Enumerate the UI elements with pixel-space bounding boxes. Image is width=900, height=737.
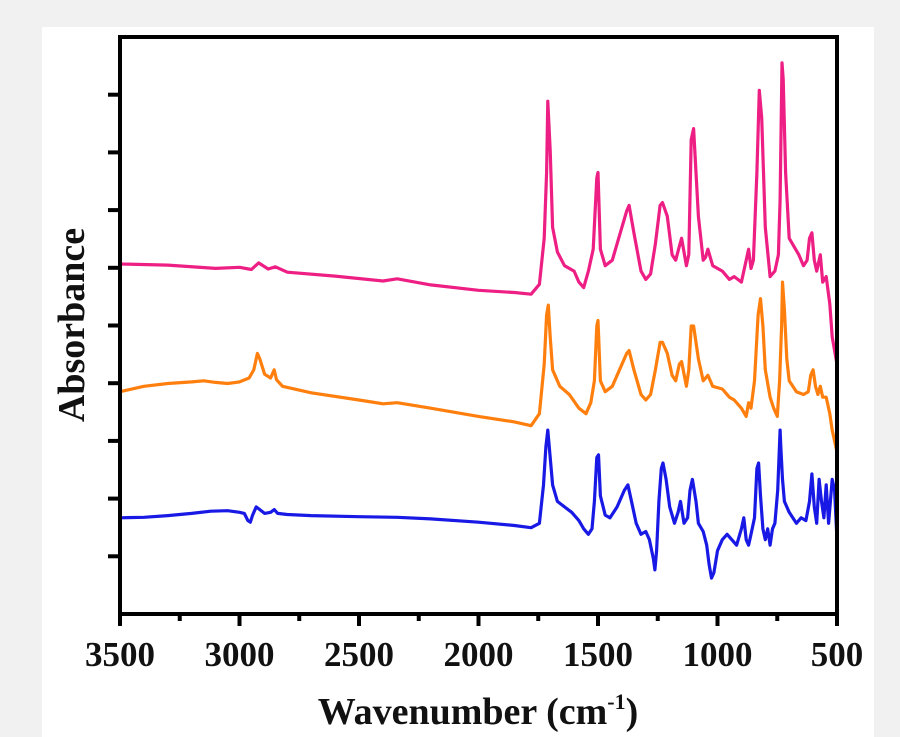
series-layer [119, 61, 839, 580]
y-axis-title: Absorbance [51, 228, 93, 422]
x-tick-label: 2000 [444, 635, 514, 674]
series-line-orange [119, 280, 839, 453]
x-tick-label: 1000 [683, 635, 753, 674]
x-tick-label: 3500 [85, 635, 155, 674]
x-tick-label: 1500 [563, 635, 633, 674]
series-line-blue [119, 428, 839, 580]
x-axis-title: Wavenumber (cm-1) [318, 689, 639, 733]
x-tick-label: 3000 [205, 635, 275, 674]
x-axis-title-superscript: -1 [607, 689, 625, 714]
x-tick-label: 500 [811, 635, 864, 674]
x-axis-title-close: ) [626, 691, 639, 733]
plot-frame [118, 35, 839, 616]
x-tick-label: 2500 [324, 635, 394, 674]
ticks-layer [108, 92, 839, 626]
x-axis-title-main: Wavenumber (cm [318, 691, 608, 733]
tick-labels-layer: 3500 3000 2500 2000 1500 1000 500 [85, 635, 863, 674]
series-line-pink [119, 61, 839, 365]
